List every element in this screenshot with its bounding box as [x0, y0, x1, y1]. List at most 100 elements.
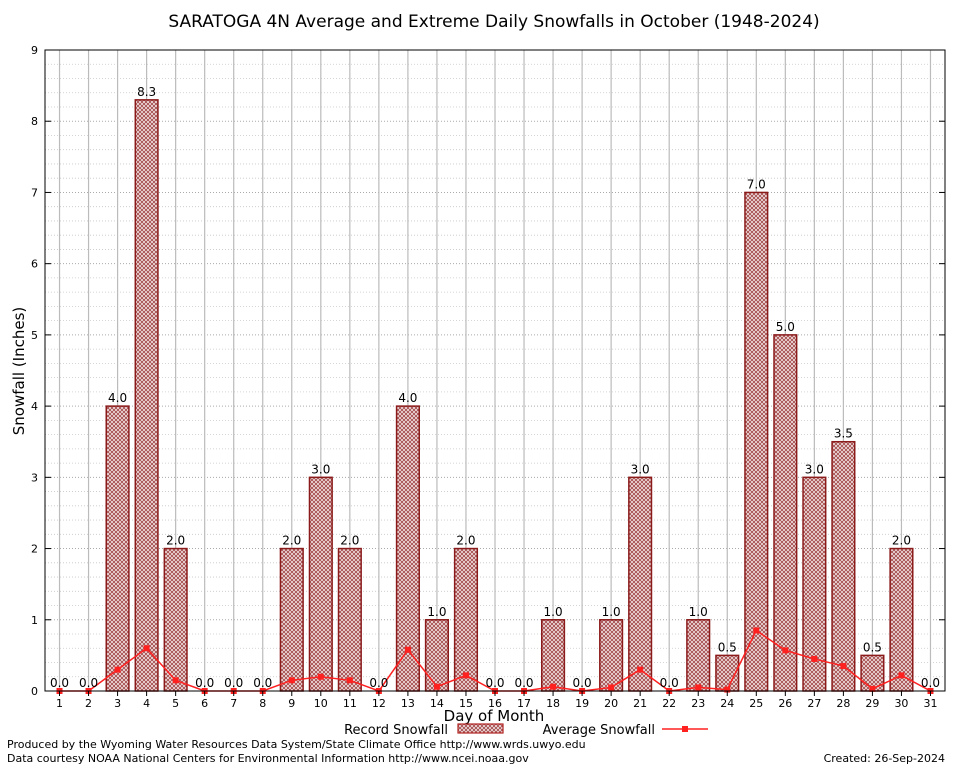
x-tick-label: 8 [259, 697, 266, 710]
bar-value-label: 0.0 [485, 676, 504, 690]
chart-title: SARATOGA 4N Average and Extreme Daily Sn… [168, 12, 819, 32]
y-tick-label: 8 [31, 115, 38, 128]
bar-value-label: 3.0 [311, 462, 330, 476]
x-tick-label: 9 [288, 697, 295, 710]
y-tick-label: 2 [31, 543, 38, 556]
x-tick-label: 2 [85, 697, 92, 710]
record-bar [424, 619, 450, 692]
average-point [898, 672, 905, 679]
x-tick-label: 7 [230, 697, 237, 710]
bar-value-label: 8.3 [137, 85, 156, 99]
bar-value-label: 2.0 [166, 534, 185, 548]
x-tick-label: 23 [691, 697, 705, 710]
bar-value-label: 0.0 [573, 676, 592, 690]
average-point [782, 647, 789, 654]
bar-value-label: 1.0 [602, 605, 621, 619]
x-tick-label: 22 [662, 697, 676, 710]
y-tick-label: 7 [31, 186, 38, 199]
x-tick-label: 17 [517, 697, 531, 710]
average-point [172, 677, 179, 684]
y-tick-label: 9 [31, 44, 38, 57]
bar-value-label: 2.0 [456, 534, 475, 548]
average-point [608, 684, 615, 691]
record-bar [279, 547, 304, 692]
average-point [637, 666, 644, 673]
record-bar [540, 619, 566, 692]
legend-average-marker [682, 726, 688, 732]
record-bar [628, 476, 653, 692]
record-bar [337, 547, 362, 692]
average-point [811, 655, 818, 662]
average-point [114, 666, 121, 673]
x-tick-label: 18 [546, 697, 560, 710]
record-bar [308, 476, 333, 692]
footer-produced-by: Produced by the Wyoming Water Resources … [7, 738, 586, 751]
bar-value-label: 0.0 [660, 676, 679, 690]
legend-record-label: Record Snowfall [344, 723, 448, 738]
y-tick-label: 6 [31, 258, 38, 271]
average-point [869, 685, 876, 692]
bar-value-label: 0.0 [921, 676, 940, 690]
x-tick-label: 1 [56, 697, 63, 710]
record-bar [163, 547, 188, 692]
y-tick-label: 4 [31, 400, 38, 413]
y-axis-label: Snowfall (Inches) [10, 307, 28, 435]
x-tick-label: 31 [923, 697, 937, 710]
bar-value-label: 2.0 [282, 534, 301, 548]
bar-value-label: 3.0 [631, 462, 650, 476]
record-bar [453, 547, 479, 692]
average-point [346, 677, 353, 684]
legend-average-label: Average Snowfall [543, 723, 655, 738]
bar-value-label: 5.0 [776, 320, 795, 334]
record-bar [686, 619, 711, 692]
x-tick-label: 30 [894, 697, 908, 710]
x-tick-label: 3 [114, 697, 121, 710]
average-point [462, 672, 469, 679]
record-bars [105, 99, 914, 692]
y-tick-label: 5 [31, 329, 38, 342]
bar-value-label: 1.0 [544, 605, 563, 619]
bar-value-label: 0.0 [369, 676, 388, 690]
y-tick-label: 0 [31, 685, 38, 698]
x-tick-label: 19 [575, 697, 589, 710]
bar-value-label: 0.5 [718, 640, 737, 654]
bar-value-label: 1.0 [427, 605, 446, 619]
x-tick-label: 5 [172, 697, 179, 710]
x-tick-label: 29 [865, 697, 879, 710]
bar-value-label: 3.5 [834, 427, 853, 441]
x-tick-label: 14 [430, 697, 444, 710]
record-bar [831, 440, 856, 692]
x-tick-label: 15 [459, 697, 473, 710]
x-tick-label: 25 [749, 697, 763, 710]
average-point [404, 646, 411, 653]
x-tick-label: 6 [201, 697, 208, 710]
x-tick-label: 20 [604, 697, 618, 710]
bar-value-label: 1.0 [689, 605, 708, 619]
x-tick-label: 16 [488, 697, 502, 710]
average-point [840, 663, 847, 670]
bar-value-label: 2.0 [340, 534, 359, 548]
bar-value-label: 4.0 [398, 391, 417, 405]
x-tick-label: 24 [720, 697, 734, 710]
legend-record-swatch [457, 723, 504, 734]
x-tick-label: 27 [807, 697, 821, 710]
footer-created: Created: 26-Sep-2024 [824, 752, 945, 765]
x-tick-label: 11 [343, 697, 357, 710]
bar-value-label: 0.0 [514, 676, 533, 690]
record-bar [773, 334, 798, 692]
x-tick-label: 10 [314, 697, 328, 710]
bar-value-label: 0.0 [79, 676, 98, 690]
record-bar [744, 191, 769, 692]
record-bar [134, 99, 159, 692]
average-point [753, 627, 760, 634]
x-tick-label: 21 [633, 697, 647, 710]
average-point [317, 673, 324, 680]
average-point [433, 683, 440, 690]
footer-courtesy: Data courtesy NOAA National Centers for … [7, 752, 529, 765]
x-tick-label: 4 [143, 697, 150, 710]
record-bar [889, 547, 914, 692]
average-point [695, 684, 702, 691]
x-tick-label: 26 [778, 697, 792, 710]
record-bar [105, 405, 130, 692]
y-tick-label: 3 [31, 471, 38, 484]
